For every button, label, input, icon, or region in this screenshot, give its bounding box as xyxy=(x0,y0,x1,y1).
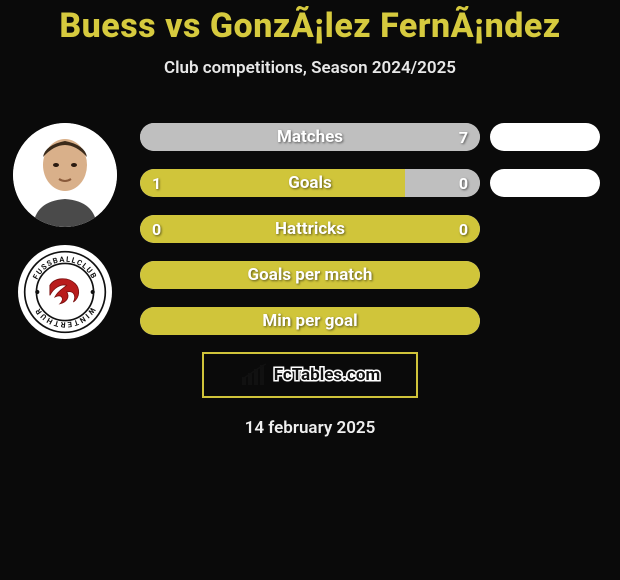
bar-fill-right xyxy=(140,123,480,151)
blank-pill xyxy=(490,123,600,151)
bar-fill-left xyxy=(140,169,405,197)
club-crest-icon: FUSSBALLCLUB WINTERTHUR xyxy=(23,250,107,334)
stat-bar: Min per goal xyxy=(140,307,480,335)
stat-bar: Goals per match xyxy=(140,261,480,289)
bar-fill xyxy=(140,215,480,243)
player-avatar xyxy=(13,123,117,227)
bar-chart-icon xyxy=(240,363,268,387)
stat-bar: Matches7 xyxy=(140,123,480,151)
page-title: Buess vs GonzÃ¡lez FernÃ¡ndez xyxy=(0,6,620,46)
bar-fill-right xyxy=(405,169,480,197)
bar-fill xyxy=(140,261,480,289)
brand-box: FcTables.com FcTables.com xyxy=(202,352,418,398)
page-subtitle: Club competitions, Season 2024/2025 xyxy=(0,58,620,78)
club-badge: FUSSBALLCLUB WINTERTHUR xyxy=(18,245,112,339)
stat-bar: Hattricks00 xyxy=(140,215,480,243)
bar-fill xyxy=(140,307,480,335)
stat-bar: Goals10 xyxy=(140,169,480,197)
right-pills xyxy=(490,123,600,197)
footer-date: 14 february 2025 xyxy=(245,418,376,438)
brand-text: FcTables.com xyxy=(274,365,380,385)
avatar-placeholder-icon xyxy=(13,123,117,227)
left-column: FUSSBALLCLUB WINTERTHUR xyxy=(9,123,121,339)
stat-bars: Matches7 Goals10 Hattricks00 Goals per matc… xyxy=(140,123,480,335)
blank-pill xyxy=(490,169,600,197)
